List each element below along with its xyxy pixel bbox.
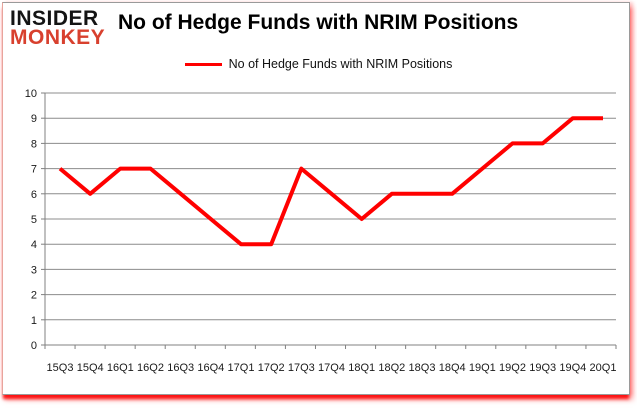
x-tick-label: 17Q1 (228, 362, 255, 374)
x-tick-label: 18Q4 (439, 362, 466, 374)
x-tick-label: 16Q1 (107, 362, 134, 374)
y-tick-label: 8 (31, 138, 37, 150)
legend-line-swatch (184, 62, 222, 66)
y-tick-label: 5 (31, 214, 37, 226)
x-tick-label: 19Q3 (529, 362, 556, 374)
x-tick-label: 17Q3 (288, 362, 315, 374)
y-tick-label: 7 (31, 164, 37, 176)
x-tick-label: 16Q2 (137, 362, 164, 374)
y-tick-label: 9 (31, 113, 37, 125)
logo-line-monkey: MONKEY (10, 26, 106, 50)
x-tick-label: 19Q4 (559, 362, 586, 374)
y-tick-label: 10 (25, 88, 37, 100)
x-tick-label: 17Q2 (258, 362, 285, 374)
legend: No of Hedge Funds with NRIM Positions (0, 55, 637, 73)
y-tick-label: 4 (31, 239, 37, 251)
legend-label: No of Hedge Funds with NRIM Positions (228, 57, 453, 71)
y-tick-label: 0 (31, 340, 37, 352)
x-tick-label: 19Q1 (469, 362, 496, 374)
x-tick-label: 18Q2 (378, 362, 405, 374)
x-tick-label: 18Q3 (409, 362, 436, 374)
chart-frame (2, 2, 630, 395)
y-tick-label: 2 (31, 290, 37, 302)
x-tick-label: 16Q3 (167, 362, 194, 374)
x-tick-label: 20Q1 (590, 362, 617, 374)
y-tick-label: 6 (31, 189, 37, 201)
x-tick-label: 15Q3 (47, 362, 74, 374)
insider-monkey-logo: INSIDER MONKEY (10, 7, 106, 50)
x-tick-label: 18Q1 (348, 362, 375, 374)
x-tick-label: 15Q4 (77, 362, 104, 374)
logo-line-insider: INSIDER (10, 7, 99, 30)
series-line (58, 116, 603, 247)
chart-title: No of Hedge Funds with NRIM Positions (118, 11, 519, 34)
y-tick-label: 1 (31, 315, 37, 327)
x-tick-label: 19Q2 (499, 362, 526, 374)
x-tick-label: 16Q4 (197, 362, 224, 374)
y-tick-label: 3 (31, 264, 37, 276)
x-tick-label: 17Q4 (318, 362, 345, 374)
